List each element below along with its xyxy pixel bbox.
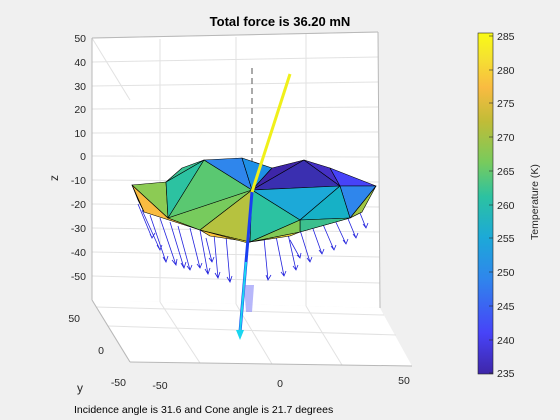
- colorbar-tick-label: 285: [497, 31, 515, 43]
- x-tick: 50: [398, 375, 410, 387]
- colorbar-tick-label: 260: [497, 200, 515, 212]
- z-axis-label: z: [47, 175, 61, 181]
- colorbar-ticks: [489, 35, 493, 374]
- colorbar-tick-label: 245: [497, 301, 515, 313]
- colorbar-tick-label: 275: [497, 98, 515, 110]
- z-tick-labels: 50 40 30 20 10 0 -10 -20 -30 -40 -50: [71, 33, 86, 283]
- z-tick: 0: [80, 151, 86, 163]
- y-tick: 50: [68, 313, 80, 325]
- colorbar-tick-label: 280: [497, 65, 515, 77]
- z-tick: -50: [71, 271, 86, 283]
- colorbar-tick-label: 250: [497, 267, 515, 279]
- sail-surface: [131, 157, 377, 243]
- colorbar-tick-label: 270: [497, 132, 515, 144]
- colorbar-tick-label: 235: [497, 368, 515, 380]
- z-tick: -20: [71, 199, 86, 211]
- colorbar-tick-label: 240: [497, 335, 515, 347]
- y-tick-labels: 50 0 -50: [68, 313, 126, 389]
- plot-title: Total force is 36.20 mN: [209, 14, 351, 29]
- z-tick: 50: [74, 33, 86, 45]
- z-tick: -30: [71, 223, 86, 235]
- colorbar-label: Temperature (K): [529, 164, 541, 240]
- x-tick: -50: [152, 380, 167, 392]
- y-tick: -50: [111, 377, 126, 389]
- figure-caption: Incidence angle is 31.6 and Cone angle i…: [74, 404, 334, 416]
- force-vector: [236, 191, 254, 340]
- x-tick-labels: -50 0 50: [152, 375, 410, 392]
- z-tick: 20: [74, 104, 86, 116]
- z-tick: -40: [71, 247, 86, 259]
- z-tick: 40: [74, 57, 86, 69]
- side-pane: [92, 38, 130, 362]
- colorbar-gradient: [477, 32, 494, 375]
- z-tick: 10: [74, 128, 86, 140]
- z-tick: -10: [71, 175, 86, 187]
- colorbar-tick-label: 265: [497, 166, 515, 178]
- box-edges: [91, 31, 413, 367]
- sunlight-vector: [250, 73, 292, 193]
- y-axis-label: y: [77, 381, 83, 395]
- x-tick: 0: [277, 378, 283, 390]
- z-tick: 30: [74, 81, 86, 93]
- quiver-arrows: [137, 203, 369, 283]
- y-tick: 0: [98, 345, 104, 357]
- colorbar-tick-label: 255: [497, 233, 515, 245]
- colorbar: 285 280 275 270 265 260 255 250 245 240 …: [477, 31, 541, 380]
